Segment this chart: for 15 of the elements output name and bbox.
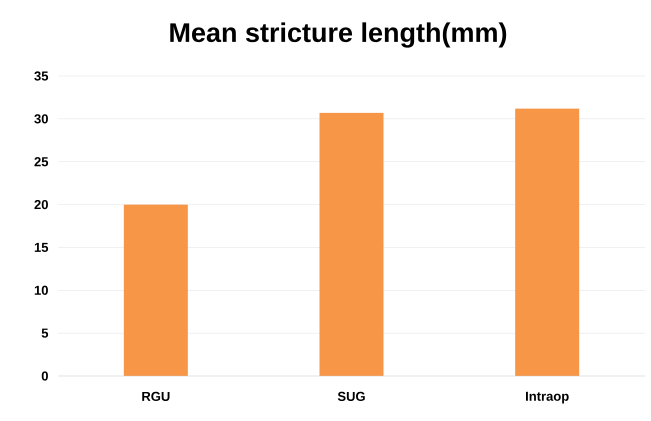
y-tick-label: 35 — [34, 71, 48, 81]
bar — [124, 204, 188, 376]
y-tick-label: 5 — [42, 328, 48, 338]
x-tick-label: SUG — [338, 392, 365, 402]
bar — [320, 112, 384, 376]
y-tick-label: 10 — [34, 286, 48, 295]
y-tick-label: 25 — [34, 157, 48, 166]
y-tick-label: 0 — [42, 371, 48, 381]
y-tick-label: 15 — [34, 242, 48, 252]
x-tick-label: Intraop — [526, 392, 569, 404]
bar — [515, 108, 580, 376]
y-tick-label: 30 — [34, 114, 48, 124]
y-tick-label: 20 — [34, 200, 48, 210]
chart-title: Mean stricture length(mm) — [170, 22, 506, 48]
x-tick-label: RGU — [142, 392, 170, 402]
